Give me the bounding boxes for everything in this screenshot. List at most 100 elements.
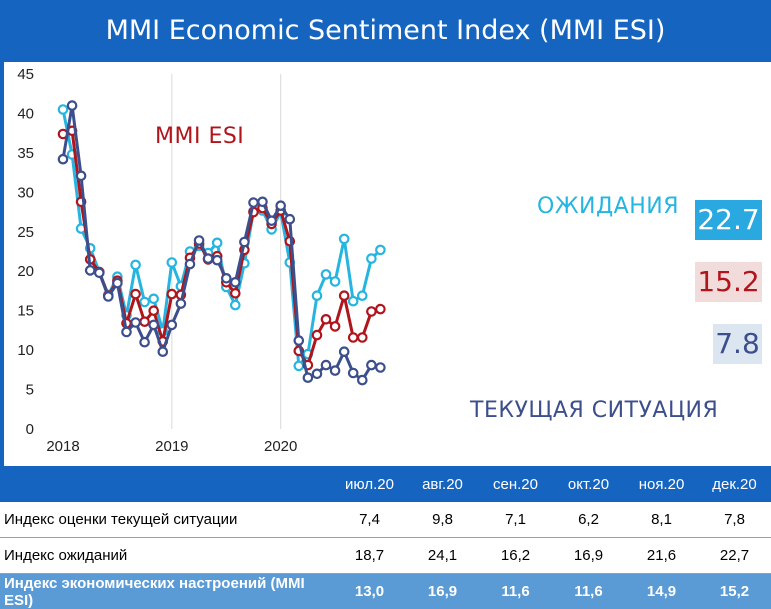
data-point-current — [376, 363, 384, 371]
data-point-current — [86, 266, 94, 274]
y-tick-label: 5 — [26, 382, 34, 399]
data-point-current — [277, 202, 285, 210]
row-label: Индекс экономических настроений (MMI ESI… — [0, 574, 333, 609]
table-cell: 24,1 — [406, 538, 479, 574]
data-point-expectations — [150, 295, 158, 303]
data-point-expectations — [131, 261, 139, 269]
table-cell: 13,0 — [333, 574, 406, 609]
current-series-label: ТЕКУЩАЯ СИТУАЦИЯ — [470, 398, 718, 423]
data-point-current — [104, 292, 112, 300]
x-tick-label: 2019 — [155, 438, 188, 455]
data-point-esi — [358, 333, 366, 341]
data-point-current — [267, 217, 275, 225]
expectations-end-value: 22.7 — [695, 200, 762, 240]
data-point-current — [186, 260, 194, 268]
data-point-current — [313, 370, 321, 378]
data-point-current — [322, 361, 330, 369]
data-point-expectations — [168, 258, 176, 266]
table-cell: 16,9 — [552, 538, 625, 574]
row-label: Индекс ожиданий — [0, 538, 333, 574]
data-point-current — [213, 256, 221, 264]
column-header: дек.20 — [698, 466, 771, 502]
current-end-value: 7.8 — [713, 324, 762, 364]
data-point-expectations — [213, 239, 221, 247]
table-header-blank — [0, 466, 333, 502]
esi-series-label: MMI ESI — [155, 124, 244, 149]
data-point-current — [358, 376, 366, 384]
data-point-current — [304, 374, 312, 382]
data-point-esi — [349, 333, 357, 341]
data-point-expectations — [140, 298, 148, 306]
data-point-expectations — [331, 277, 339, 285]
data-point-esi — [331, 322, 339, 330]
y-tick-label: 10 — [17, 342, 34, 359]
data-point-current — [131, 318, 139, 326]
data-point-current — [195, 236, 203, 244]
data-point-esi — [340, 292, 348, 300]
data-point-current — [150, 321, 158, 329]
data-point-current — [177, 299, 185, 307]
data-point-current — [68, 101, 76, 109]
data-point-esi — [140, 318, 148, 326]
data-point-current — [258, 198, 266, 206]
data-point-esi — [367, 307, 375, 315]
data-point-current — [367, 361, 375, 369]
column-header: ноя.20 — [625, 466, 698, 502]
data-point-expectations — [322, 270, 330, 278]
data-point-current — [159, 348, 167, 356]
data-point-esi — [168, 290, 176, 298]
table-cell: 8,1 — [625, 502, 698, 538]
data-point-current — [140, 338, 148, 346]
table-cell: 9,8 — [406, 502, 479, 538]
data-point-expectations — [313, 292, 321, 300]
table-cell: 21,6 — [625, 538, 698, 574]
chart-title: MMI Economic Sentiment Index (MMI ESI) — [0, 0, 771, 62]
table-cell: 11,6 — [479, 574, 552, 609]
data-point-current — [222, 274, 230, 282]
table-cell: 7,1 — [479, 502, 552, 538]
y-tick-label: 15 — [17, 303, 34, 320]
data-point-current — [240, 238, 248, 246]
table-cell: 22,7 — [698, 538, 771, 574]
table-row: Индекс ожиданий 18,7 24,1 16,2 16,9 21,6… — [0, 538, 771, 574]
column-header: сен.20 — [479, 466, 552, 502]
data-point-current — [340, 348, 348, 356]
data-point-expectations — [376, 246, 384, 254]
data-point-esi — [150, 307, 158, 315]
data-point-esi — [322, 315, 330, 323]
data-point-expectations — [295, 362, 303, 370]
x-tick-label: 2020 — [264, 438, 297, 455]
y-tick-label: 0 — [26, 421, 34, 438]
table-cell: 7,8 — [698, 502, 771, 538]
data-point-current — [59, 155, 67, 163]
x-tick-label: 2018 — [46, 438, 79, 455]
data-table: июл.20 авг.20 сен.20 окт.20 ноя.20 дек.2… — [0, 466, 771, 607]
data-point-current — [331, 366, 339, 374]
table-cell: 18,7 — [333, 538, 406, 574]
data-point-current — [168, 321, 176, 329]
data-point-current — [295, 336, 303, 344]
table-cell: 7,4 — [333, 502, 406, 538]
data-point-current — [77, 172, 85, 180]
column-header: окт.20 — [552, 466, 625, 502]
data-point-current — [113, 279, 121, 287]
data-point-current — [95, 269, 103, 277]
data-point-esi — [131, 290, 139, 298]
table-cell: 16,2 — [479, 538, 552, 574]
data-point-expectations — [367, 254, 375, 262]
table-cell: 6,2 — [552, 502, 625, 538]
data-point-current — [286, 215, 294, 223]
data-point-esi — [313, 331, 321, 339]
table-cell: 11,6 — [552, 574, 625, 609]
data-point-expectations — [340, 235, 348, 243]
y-tick-label: 25 — [17, 224, 34, 241]
data-point-current — [231, 278, 239, 286]
data-point-expectations — [231, 301, 239, 309]
data-point-current — [204, 254, 212, 262]
data-point-current — [349, 369, 357, 377]
table-cell: 16,9 — [406, 574, 479, 609]
expectations-series-label: ОЖИДАНИЯ — [537, 194, 679, 219]
data-point-esi — [231, 289, 239, 297]
y-tick-label: 20 — [17, 263, 34, 280]
